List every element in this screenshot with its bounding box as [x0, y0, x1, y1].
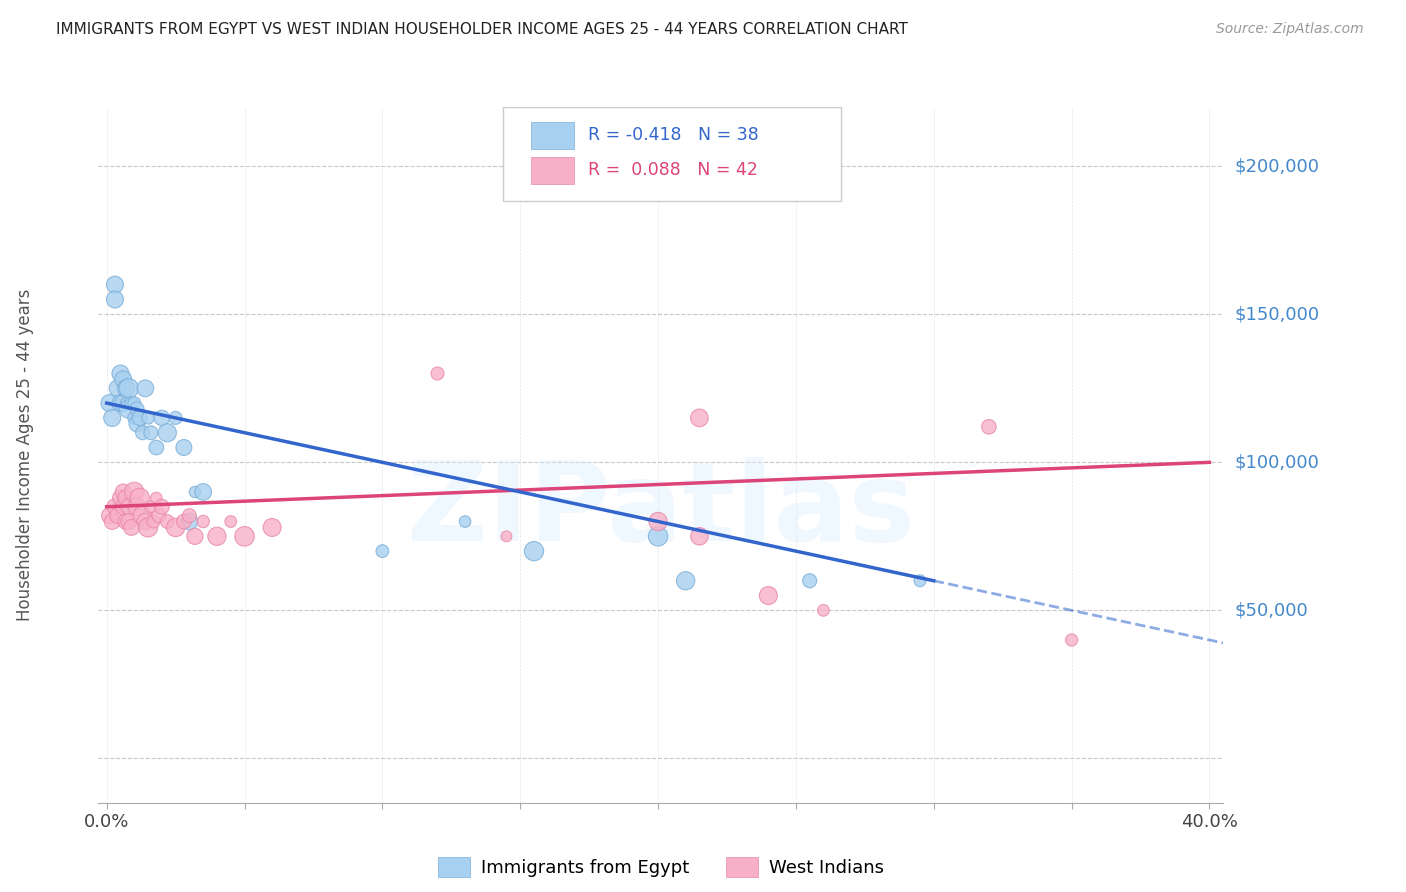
Point — [756, 589, 779, 603]
Point — [193, 484, 215, 499]
Point — [136, 520, 159, 534]
Text: $50,000: $50,000 — [1234, 601, 1308, 619]
Point — [454, 515, 477, 529]
Point — [107, 508, 129, 523]
Point — [647, 529, 669, 543]
Point — [523, 544, 546, 558]
Point — [115, 396, 138, 410]
Point — [193, 515, 215, 529]
Point — [101, 515, 124, 529]
Point — [179, 508, 201, 523]
Text: Source: ZipAtlas.com: Source: ZipAtlas.com — [1216, 22, 1364, 37]
Point — [98, 396, 121, 410]
Text: $100,000: $100,000 — [1234, 453, 1319, 471]
Point — [688, 411, 710, 425]
Legend: Immigrants from Egypt, West Indians: Immigrants from Egypt, West Indians — [430, 850, 891, 884]
Point — [173, 515, 195, 529]
Point — [647, 515, 669, 529]
Text: IMMIGRANTS FROM EGYPT VS WEST INDIAN HOUSEHOLDER INCOME AGES 25 - 44 YEARS CORRE: IMMIGRANTS FROM EGYPT VS WEST INDIAN HOU… — [56, 22, 908, 37]
Point — [150, 411, 173, 425]
Point — [205, 529, 228, 543]
Point — [139, 500, 162, 514]
Point — [173, 441, 195, 455]
Point — [145, 441, 167, 455]
Point — [115, 491, 138, 505]
Point — [156, 515, 179, 529]
Point — [131, 508, 153, 523]
Point — [125, 402, 148, 417]
Point — [110, 491, 132, 505]
Point — [233, 529, 256, 543]
Point — [184, 529, 207, 543]
Point — [142, 515, 165, 529]
Text: R =  0.088   N = 42: R = 0.088 N = 42 — [588, 161, 758, 178]
Point — [122, 484, 145, 499]
Point — [179, 515, 201, 529]
Point — [219, 515, 242, 529]
Point — [426, 367, 449, 381]
Point — [110, 396, 132, 410]
Point — [104, 500, 127, 514]
Point — [165, 520, 187, 534]
Point — [104, 277, 127, 292]
Point — [156, 425, 179, 440]
Bar — [531, 122, 574, 149]
Point — [112, 484, 135, 499]
Point — [107, 381, 129, 395]
Bar — [531, 157, 574, 184]
Point — [101, 411, 124, 425]
Point — [118, 381, 141, 395]
Point — [128, 411, 150, 425]
Text: ZIPatlas: ZIPatlas — [406, 457, 915, 564]
Point — [139, 425, 162, 440]
Point — [150, 500, 173, 514]
Point — [125, 500, 148, 514]
Point — [136, 411, 159, 425]
Point — [675, 574, 697, 588]
Point — [122, 411, 145, 425]
Point — [799, 574, 821, 588]
Point — [128, 491, 150, 505]
Point — [118, 515, 141, 529]
Point — [813, 603, 835, 617]
FancyBboxPatch shape — [503, 107, 841, 201]
Point — [134, 381, 156, 395]
Point — [112, 396, 135, 410]
Text: $150,000: $150,000 — [1234, 305, 1320, 323]
Point — [112, 372, 135, 386]
Point — [134, 515, 156, 529]
Point — [131, 425, 153, 440]
Point — [122, 396, 145, 410]
Point — [115, 515, 138, 529]
Point — [98, 508, 121, 523]
Text: R = -0.418   N = 38: R = -0.418 N = 38 — [588, 126, 758, 144]
Point — [115, 381, 138, 395]
Point — [262, 520, 284, 534]
Point — [165, 411, 187, 425]
Point — [371, 544, 394, 558]
Point — [110, 367, 132, 381]
Point — [148, 508, 170, 523]
Point — [908, 574, 931, 588]
Point — [104, 293, 127, 307]
Point — [977, 419, 1000, 434]
Point — [118, 402, 141, 417]
Point — [1060, 632, 1083, 647]
Point — [118, 500, 141, 514]
Point — [112, 500, 135, 514]
Point — [121, 396, 143, 410]
Point — [688, 529, 710, 543]
Point — [184, 484, 207, 499]
Point — [145, 491, 167, 505]
Point — [125, 417, 148, 431]
Point — [495, 529, 517, 543]
Text: $200,000: $200,000 — [1234, 157, 1319, 175]
Text: Householder Income Ages 25 - 44 years: Householder Income Ages 25 - 44 years — [17, 289, 34, 621]
Point — [121, 520, 143, 534]
